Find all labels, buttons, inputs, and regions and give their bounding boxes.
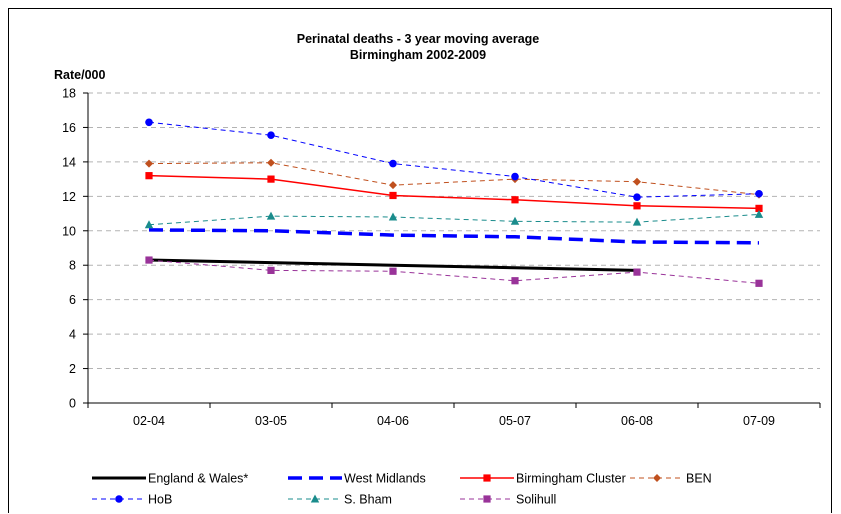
data-point bbox=[144, 220, 154, 229]
y-axis-label: Rate/000 bbox=[54, 68, 105, 82]
x-tick-label: 05-07 bbox=[499, 414, 531, 428]
series-line bbox=[148, 174, 760, 210]
series-line bbox=[148, 121, 760, 198]
data-point bbox=[145, 118, 153, 127]
legend-label: Birmingham Cluster bbox=[516, 472, 626, 486]
legend-label: HoB bbox=[148, 493, 172, 507]
data-point bbox=[510, 216, 520, 225]
y-tick-label: 8 bbox=[69, 259, 76, 273]
data-point bbox=[389, 181, 397, 190]
x-tick-label: 07-09 bbox=[743, 414, 775, 428]
data-point bbox=[115, 495, 123, 503]
data-point bbox=[388, 212, 398, 221]
legend-label: Solihull bbox=[516, 493, 556, 507]
data-point bbox=[754, 209, 764, 218]
data-point bbox=[389, 267, 397, 275]
data-point bbox=[310, 494, 320, 503]
data-point bbox=[389, 159, 397, 168]
chart-frame bbox=[8, 8, 832, 513]
legend-label: England & Wales* bbox=[148, 472, 248, 486]
data-point bbox=[267, 266, 275, 274]
data-point bbox=[483, 495, 491, 503]
series-line bbox=[148, 259, 760, 284]
data-point bbox=[267, 175, 275, 183]
chart-title: Perinatal deaths - 3 year moving average bbox=[297, 32, 540, 46]
chart-subtitle: Birmingham 2002-2009 bbox=[350, 48, 486, 62]
gridlines bbox=[88, 92, 820, 370]
y-tick-label: 0 bbox=[69, 397, 76, 411]
y-tick-label: 10 bbox=[62, 224, 76, 238]
data-point bbox=[653, 474, 661, 482]
data-point bbox=[389, 191, 397, 200]
y-tick-label: 2 bbox=[69, 362, 76, 376]
data-point bbox=[755, 189, 763, 198]
data-point bbox=[632, 217, 642, 226]
data-point bbox=[145, 256, 153, 264]
data-point bbox=[633, 177, 641, 186]
data-point bbox=[145, 172, 153, 180]
legend-label: S. Bham bbox=[344, 493, 392, 507]
y-tick-label: 14 bbox=[62, 155, 76, 169]
axes: 0 2 4 6 8 10 12 14 16 18 02-04 03-05 04-06 05-07 06-08… bbox=[62, 87, 821, 428]
data-point bbox=[755, 279, 763, 287]
data-point bbox=[511, 196, 519, 204]
x-tick-label: 02-04 bbox=[133, 414, 165, 428]
data-point bbox=[633, 268, 641, 276]
legend: England & Wales* West Midlands Birmingham … bbox=[92, 472, 712, 507]
data-point bbox=[633, 202, 641, 210]
data-point bbox=[511, 277, 519, 285]
series-line bbox=[148, 162, 760, 196]
y-tick-label: 4 bbox=[69, 328, 76, 342]
series-group bbox=[144, 118, 764, 287]
x-tick-label: 03-05 bbox=[255, 414, 287, 428]
data-point bbox=[755, 204, 763, 212]
data-point bbox=[267, 158, 275, 167]
y-tick-label: 12 bbox=[62, 190, 76, 204]
y-tick-label: 16 bbox=[62, 121, 76, 135]
data-point bbox=[266, 211, 276, 220]
y-tick-label: 6 bbox=[69, 293, 76, 307]
data-point bbox=[633, 193, 641, 201]
data-point bbox=[145, 159, 153, 168]
legend-label: West Midlands bbox=[344, 472, 426, 486]
series-line bbox=[148, 213, 760, 226]
series-line bbox=[148, 228, 760, 245]
x-tick-label: 06-08 bbox=[621, 414, 653, 428]
data-point bbox=[267, 131, 275, 139]
x-tick-label: 04-06 bbox=[377, 414, 409, 428]
data-point bbox=[511, 172, 519, 181]
legend-label: BEN bbox=[686, 472, 712, 486]
series-line bbox=[148, 258, 638, 272]
y-tick-label: 18 bbox=[62, 87, 76, 101]
data-point bbox=[483, 474, 491, 482]
